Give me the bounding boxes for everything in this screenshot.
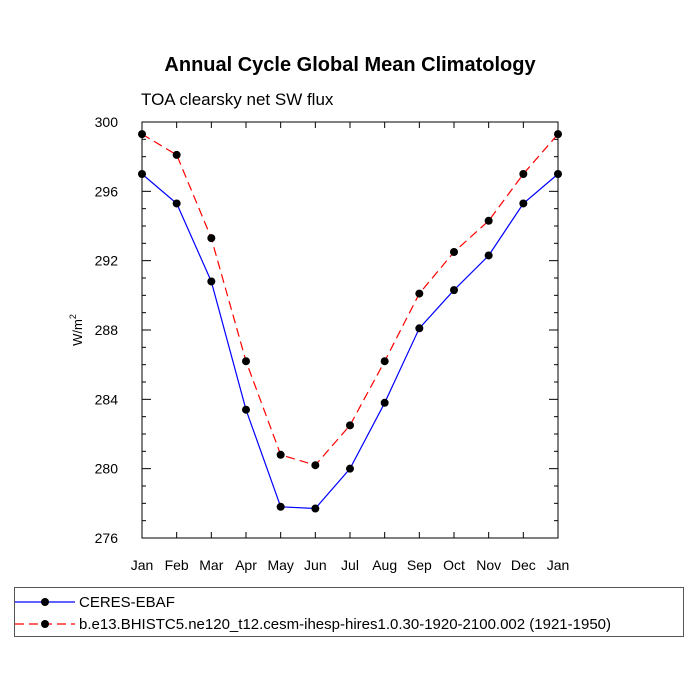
data-point-1 bbox=[242, 357, 250, 366]
series-line-0 bbox=[141, 173, 559, 510]
data-point-1 bbox=[380, 357, 389, 366]
data-point-1 bbox=[554, 130, 562, 139]
data-point-0 bbox=[415, 324, 424, 333]
y-tick-label: 284 bbox=[95, 391, 119, 407]
data-point-0 bbox=[450, 286, 458, 295]
x-tick-label: Nov bbox=[476, 557, 501, 573]
data-point-0 bbox=[346, 464, 354, 473]
data-point-1 bbox=[415, 289, 424, 298]
data-point-0 bbox=[519, 199, 528, 208]
x-tick-label: Jan bbox=[131, 557, 154, 573]
data-point-1 bbox=[138, 130, 146, 139]
data-point-1 bbox=[346, 421, 354, 430]
data-point-0 bbox=[380, 398, 389, 407]
data-point-1 bbox=[311, 461, 320, 470]
data-point-0 bbox=[207, 277, 216, 286]
y-tick-label: 288 bbox=[95, 322, 119, 338]
chart-legend: CERES-EBAF b.e13.BHISTC5.ne120_t12.cesm-… bbox=[14, 587, 684, 637]
y-tick-label: 276 bbox=[95, 530, 119, 546]
x-tick-label: May bbox=[267, 557, 293, 573]
legend-label-1: b.e13.BHISTC5.ne120_t12.cesm-ihesp-hires… bbox=[79, 615, 612, 633]
data-point-0 bbox=[276, 502, 285, 511]
data-point-0 bbox=[172, 199, 181, 208]
y-tick-label: 300 bbox=[95, 114, 119, 130]
data-point-1 bbox=[276, 450, 285, 459]
legend-item-1: b.e13.BHISTC5.ne120_t12.cesm-ihesp-hires… bbox=[15, 614, 611, 634]
legend-item-0: CERES-EBAF bbox=[15, 592, 175, 612]
x-tick-label: Jan bbox=[547, 557, 570, 573]
x-tick-label: Mar bbox=[199, 557, 223, 573]
plot-frame bbox=[141, 121, 559, 539]
x-tick-label: Dec bbox=[511, 557, 536, 573]
legend-swatch-1 bbox=[15, 620, 75, 628]
data-point-1 bbox=[207, 234, 216, 243]
data-point-0 bbox=[138, 170, 146, 178]
data-point-1 bbox=[450, 248, 458, 256]
x-tick-label: Sep bbox=[407, 557, 432, 573]
chart-subtitle: TOA clearsky net SW flux bbox=[141, 90, 334, 109]
data-point-1 bbox=[172, 150, 181, 159]
data-point-0 bbox=[311, 504, 320, 513]
data-point-1 bbox=[519, 170, 528, 178]
y-tick-label: 296 bbox=[95, 183, 119, 199]
x-tick-label: Feb bbox=[165, 557, 189, 573]
x-tick-label: Jun bbox=[304, 557, 327, 573]
x-tick-label: Apr bbox=[235, 557, 257, 573]
y-tick-label: 292 bbox=[95, 253, 119, 269]
x-tick-label: Oct bbox=[443, 557, 465, 573]
legend-swatch-0 bbox=[15, 598, 75, 606]
data-point-1 bbox=[484, 216, 493, 225]
x-tick-label: Jul bbox=[341, 557, 359, 573]
x-tick-label: Aug bbox=[372, 557, 397, 573]
data-point-0 bbox=[484, 251, 493, 260]
y-tick-label: 280 bbox=[95, 461, 119, 477]
y-axis-label: W/m2 bbox=[68, 314, 85, 346]
legend-label-0: CERES-EBAF bbox=[79, 593, 175, 611]
series-line-1 bbox=[141, 133, 559, 466]
data-point-0 bbox=[242, 405, 250, 414]
chart-title: Annual Cycle Global Mean Climatology bbox=[164, 54, 536, 76]
data-point-0 bbox=[554, 170, 562, 178]
